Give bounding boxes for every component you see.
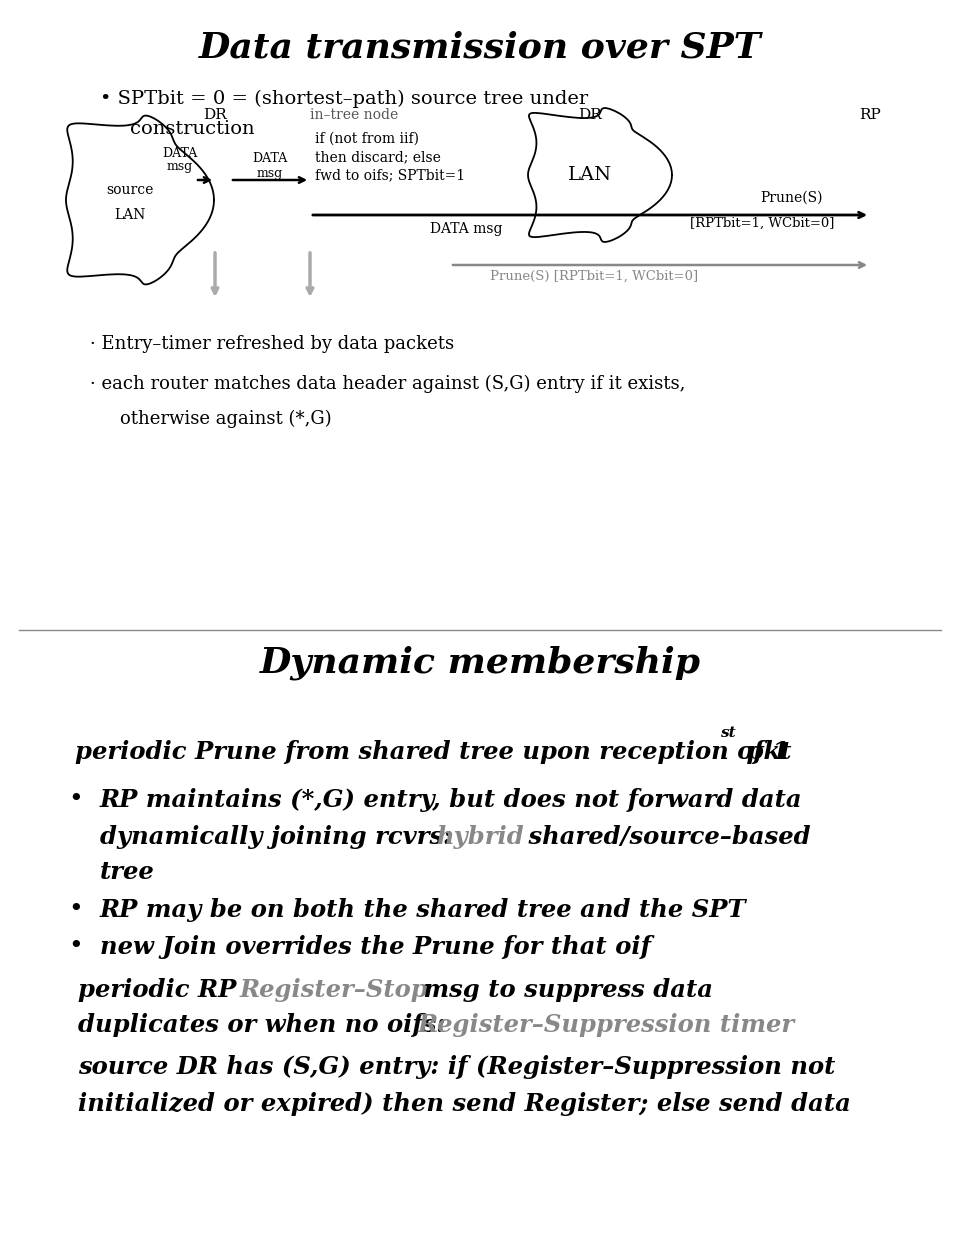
Text: Register–Stop: Register–Stop (240, 978, 429, 1002)
Text: •: • (68, 898, 83, 921)
Text: hybrid: hybrid (436, 825, 524, 849)
Text: · Entry–timer refreshed by data packets: · Entry–timer refreshed by data packets (90, 335, 454, 353)
Text: dynamically joining rcvrs:: dynamically joining rcvrs: (100, 825, 461, 849)
Text: periodic RP: periodic RP (78, 978, 245, 1002)
Text: if (not from iif): if (not from iif) (315, 132, 419, 146)
Text: Dynamic membership: Dynamic membership (259, 645, 701, 679)
Text: [RPTbit=1, WCbit=0]: [RPTbit=1, WCbit=0] (690, 217, 834, 231)
Text: in–tree node: in–tree node (310, 108, 398, 122)
Text: otherwise against (*,G): otherwise against (*,G) (120, 410, 331, 428)
Text: initialized or expired) then send Register; else send data: initialized or expired) then send Regist… (78, 1092, 851, 1116)
Text: Prune(S): Prune(S) (760, 192, 823, 205)
Text: RP: RP (859, 108, 881, 122)
Text: DATA: DATA (162, 147, 198, 160)
Text: · each router matches data header against (S,G) entry if it exists,: · each router matches data header agains… (90, 375, 685, 393)
Text: periodic Prune from shared tree upon reception of 1: periodic Prune from shared tree upon rec… (75, 740, 789, 764)
Text: msg: msg (167, 160, 193, 173)
Text: DR: DR (204, 108, 227, 122)
Text: LAN: LAN (114, 208, 146, 222)
Text: st: st (720, 726, 735, 740)
Text: construction: construction (130, 120, 254, 139)
Text: fwd to oifs; SPTbit=1: fwd to oifs; SPTbit=1 (315, 168, 466, 181)
Text: tree: tree (100, 861, 155, 885)
Text: LAN: LAN (568, 166, 612, 184)
Text: • SPTbit = 0 = (shortest–path) source tree under: • SPTbit = 0 = (shortest–path) source tr… (100, 89, 588, 108)
Text: RP may be on both the shared tree and the SPT: RP may be on both the shared tree and th… (100, 898, 747, 922)
Text: Data transmission over SPT: Data transmission over SPT (199, 30, 761, 64)
Text: duplicates or when no oifs:: duplicates or when no oifs: (78, 1013, 454, 1037)
Text: then discard; else: then discard; else (315, 150, 441, 164)
Text: source DR has (S,G) entry: if (Register–Suppression not: source DR has (S,G) entry: if (Register–… (78, 1055, 835, 1079)
Text: msg: msg (257, 168, 283, 180)
Text: •: • (68, 935, 83, 958)
Text: new Join overrides the Prune for that oif: new Join overrides the Prune for that oi… (100, 935, 651, 959)
Text: Prune(S) [RPTbit=1, WCbit=0]: Prune(S) [RPTbit=1, WCbit=0] (490, 270, 698, 284)
Text: msg to suppress data: msg to suppress data (415, 978, 713, 1002)
Text: shared/source–based: shared/source–based (520, 825, 810, 849)
Text: RP maintains (*,G) entry, but does not forward data: RP maintains (*,G) entry, but does not f… (100, 788, 803, 811)
Text: source: source (107, 183, 154, 197)
Text: DR: DR (578, 108, 602, 122)
Text: •: • (68, 788, 83, 811)
Text: DATA: DATA (252, 152, 288, 165)
Text: Register–Suppression timer: Register–Suppression timer (418, 1013, 795, 1037)
Text: pkt: pkt (738, 740, 791, 764)
Text: DATA msg: DATA msg (430, 222, 502, 236)
